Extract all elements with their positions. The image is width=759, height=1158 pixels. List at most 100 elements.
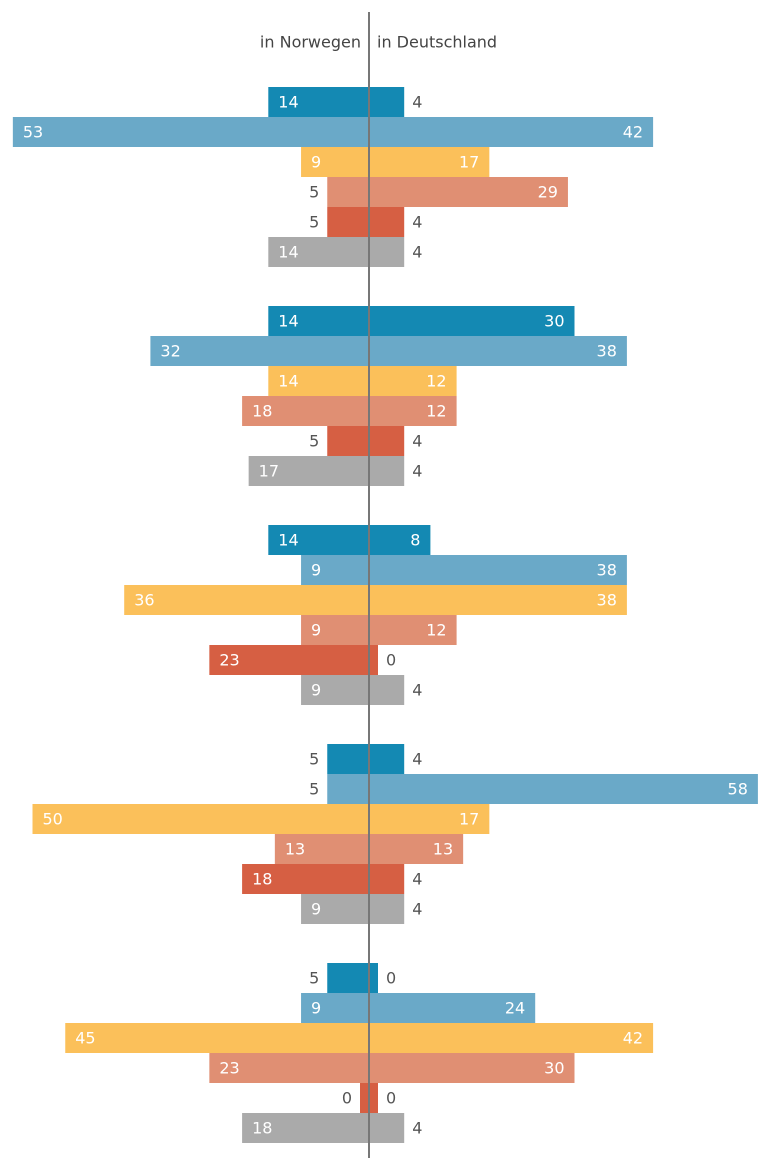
value-label: 13 xyxy=(285,840,305,859)
value-label: 9 xyxy=(311,999,321,1018)
value-label: 42 xyxy=(623,1029,643,1048)
value-label: 9 xyxy=(311,621,321,640)
value-label: 42 xyxy=(623,123,643,142)
bar xyxy=(301,894,369,924)
bar xyxy=(301,993,369,1023)
value-label: 4 xyxy=(412,432,422,451)
bar xyxy=(242,864,369,894)
value-label: 38 xyxy=(597,591,617,610)
value-label: 4 xyxy=(412,1119,422,1138)
value-label: 0 xyxy=(386,1089,396,1108)
value-label: 23 xyxy=(219,1059,239,1078)
value-label: 18 xyxy=(252,870,272,889)
bar xyxy=(124,585,369,615)
bar xyxy=(369,306,575,336)
value-label: 17 xyxy=(459,153,479,172)
value-label: 4 xyxy=(412,462,422,481)
value-label: 8 xyxy=(410,531,420,550)
value-label: 17 xyxy=(259,462,279,481)
value-label: 23 xyxy=(219,651,239,670)
bar xyxy=(369,117,654,147)
bar xyxy=(268,525,369,555)
value-label: 14 xyxy=(278,243,298,262)
value-label: 18 xyxy=(252,1119,272,1138)
bar xyxy=(369,87,405,117)
bar xyxy=(369,834,464,864)
bar xyxy=(327,426,369,456)
bar xyxy=(327,177,369,207)
bar xyxy=(301,555,369,585)
bar xyxy=(369,207,405,237)
bar xyxy=(369,555,627,585)
bar xyxy=(369,366,457,396)
bar xyxy=(12,117,369,147)
value-label: 32 xyxy=(160,342,180,361)
left-header: in Norwegen xyxy=(260,33,361,52)
value-label: 5 xyxy=(309,213,319,232)
bar xyxy=(369,963,378,993)
bar xyxy=(369,894,405,924)
bar xyxy=(369,525,431,555)
value-label: 0 xyxy=(386,969,396,988)
bar xyxy=(369,237,405,267)
bar xyxy=(369,336,627,366)
value-label: 4 xyxy=(412,900,422,919)
bar xyxy=(301,615,369,645)
value-label: 50 xyxy=(43,810,63,829)
value-label: 0 xyxy=(342,1089,352,1108)
value-label: 18 xyxy=(252,402,272,421)
value-label: 9 xyxy=(311,681,321,700)
bar xyxy=(369,426,405,456)
bar xyxy=(327,207,369,237)
value-label: 13 xyxy=(433,840,453,859)
value-label: 17 xyxy=(459,810,479,829)
bar xyxy=(268,237,369,267)
bar xyxy=(369,645,378,675)
bar xyxy=(369,615,457,645)
bar xyxy=(32,804,369,834)
bar xyxy=(301,675,369,705)
bar xyxy=(369,147,490,177)
bar xyxy=(369,993,536,1023)
value-label: 14 xyxy=(278,93,298,112)
value-label: 58 xyxy=(728,780,748,799)
bar xyxy=(369,1023,654,1053)
value-label: 5 xyxy=(309,780,319,799)
bar xyxy=(369,585,627,615)
value-label: 14 xyxy=(278,372,298,391)
bar xyxy=(369,744,405,774)
value-label: 9 xyxy=(311,153,321,172)
value-label: 4 xyxy=(412,243,422,262)
value-label: 29 xyxy=(538,183,558,202)
bar xyxy=(268,366,369,396)
value-label: 24 xyxy=(505,999,525,1018)
bar xyxy=(369,1083,378,1113)
value-label: 4 xyxy=(412,750,422,769)
value-label: 45 xyxy=(75,1029,95,1048)
value-label: 9 xyxy=(311,900,321,919)
bar xyxy=(369,1113,405,1143)
value-label: 14 xyxy=(278,531,298,550)
value-label: 4 xyxy=(412,681,422,700)
bar xyxy=(369,396,457,426)
bar xyxy=(248,456,369,486)
value-label: 53 xyxy=(23,123,43,142)
value-label: 30 xyxy=(544,312,564,331)
value-label: 14 xyxy=(278,312,298,331)
bar xyxy=(327,963,369,993)
value-label: 12 xyxy=(426,372,446,391)
value-label: 36 xyxy=(134,591,154,610)
bar xyxy=(209,645,369,675)
value-label: 9 xyxy=(311,561,321,580)
bar xyxy=(369,774,758,804)
value-label: 5 xyxy=(309,183,319,202)
bar xyxy=(65,1023,369,1053)
value-label: 5 xyxy=(309,750,319,769)
bar xyxy=(274,834,369,864)
bar xyxy=(369,864,405,894)
value-label: 38 xyxy=(597,561,617,580)
bar xyxy=(327,774,369,804)
value-label: 38 xyxy=(597,342,617,361)
value-label: 0 xyxy=(386,651,396,670)
